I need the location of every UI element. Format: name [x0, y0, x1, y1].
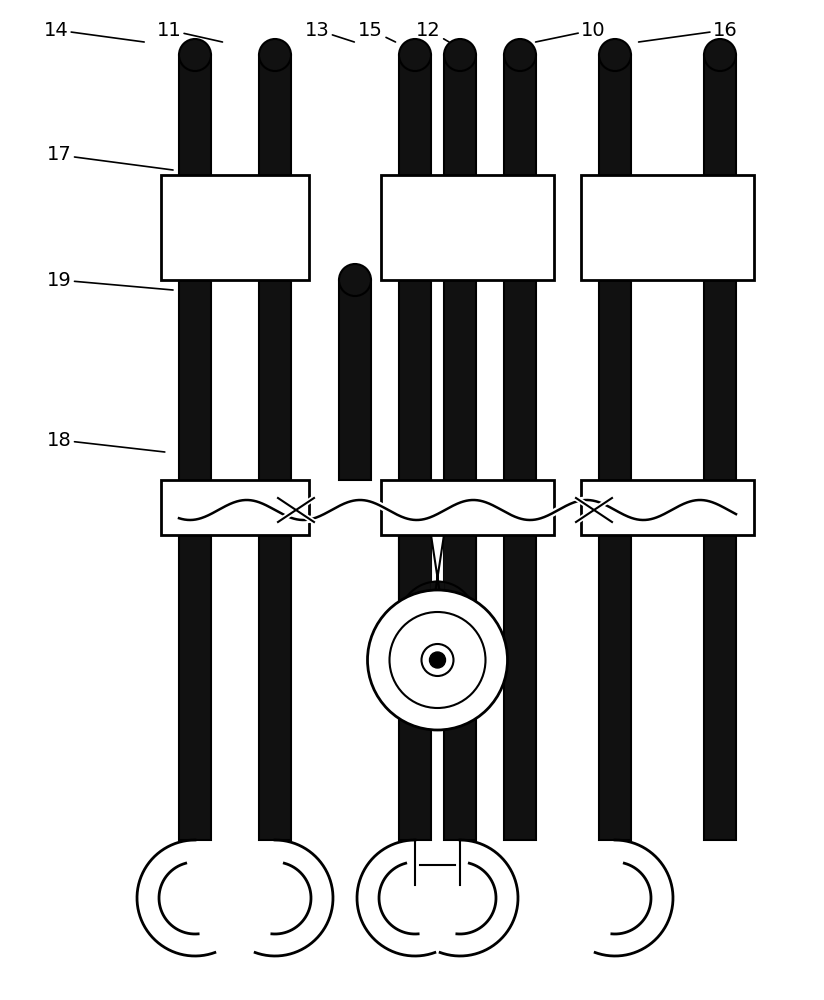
Text: 12: 12: [416, 20, 449, 42]
Polygon shape: [399, 535, 476, 620]
Circle shape: [399, 39, 431, 71]
Polygon shape: [581, 175, 754, 280]
Polygon shape: [161, 480, 309, 535]
Circle shape: [704, 39, 736, 71]
Polygon shape: [444, 55, 476, 840]
Text: 18: 18: [47, 430, 165, 452]
Polygon shape: [259, 55, 291, 840]
Circle shape: [504, 39, 536, 71]
Text: 15: 15: [358, 20, 396, 42]
Circle shape: [390, 612, 485, 708]
Text: 14: 14: [44, 20, 144, 42]
Text: 16: 16: [639, 20, 737, 42]
Polygon shape: [504, 55, 536, 840]
Circle shape: [179, 39, 211, 71]
Polygon shape: [179, 55, 211, 840]
Circle shape: [444, 39, 476, 71]
Polygon shape: [704, 55, 736, 840]
Circle shape: [422, 644, 453, 676]
Circle shape: [339, 264, 371, 296]
Text: 10: 10: [536, 20, 606, 42]
Circle shape: [429, 652, 446, 668]
Polygon shape: [339, 280, 371, 480]
Circle shape: [599, 39, 631, 71]
Circle shape: [259, 39, 291, 71]
Circle shape: [368, 590, 508, 730]
Polygon shape: [599, 55, 631, 840]
Text: 13: 13: [305, 20, 354, 42]
Polygon shape: [381, 175, 554, 280]
Polygon shape: [381, 480, 554, 535]
Polygon shape: [161, 175, 309, 280]
Text: 11: 11: [157, 20, 222, 42]
Polygon shape: [399, 55, 431, 840]
Text: 17: 17: [47, 145, 173, 170]
Text: 19: 19: [47, 270, 173, 290]
Polygon shape: [581, 480, 754, 535]
